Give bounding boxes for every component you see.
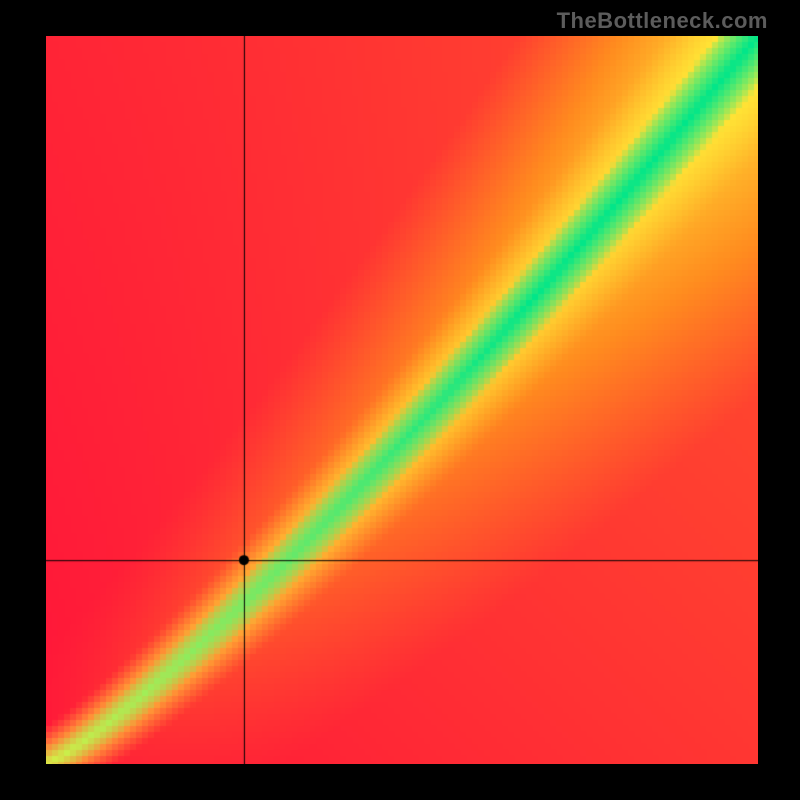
heatmap-canvas bbox=[46, 36, 758, 764]
chart-container: TheBottleneck.com bbox=[0, 0, 800, 800]
watermark-text: TheBottleneck.com bbox=[557, 8, 768, 34]
